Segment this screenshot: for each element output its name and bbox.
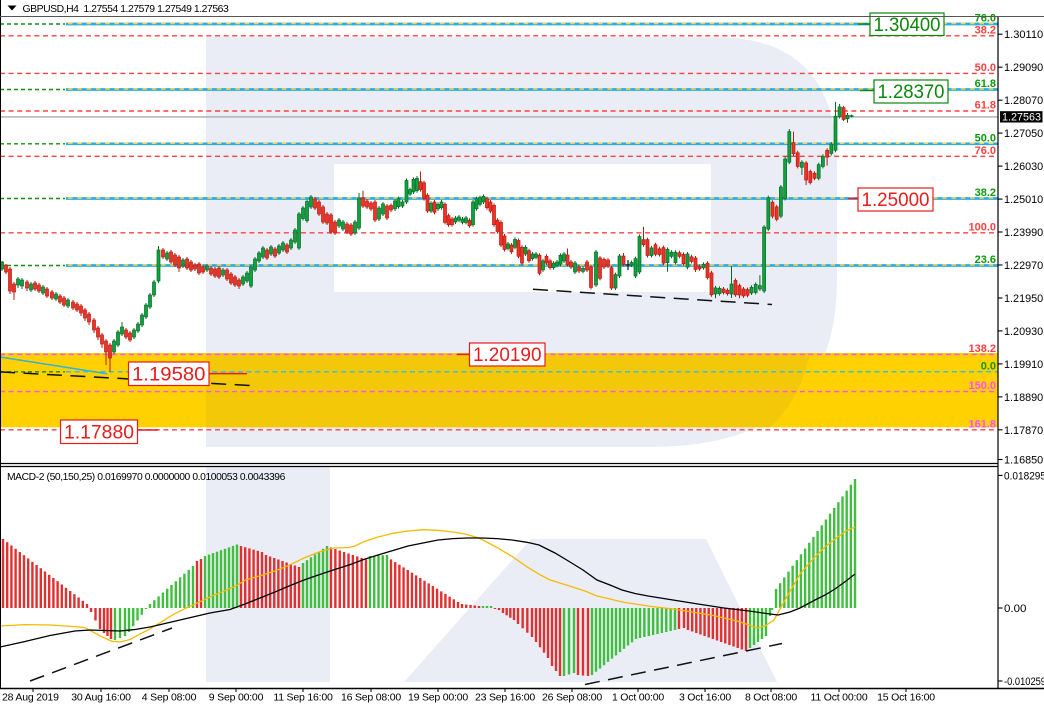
svg-text:50.0: 50.0 (975, 132, 996, 144)
svg-text:1.17880: 1.17880 (64, 421, 134, 443)
svg-text:1.20930: 1.20930 (1004, 326, 1043, 338)
svg-text:28 Aug 2019: 28 Aug 2019 (2, 692, 59, 704)
svg-text:61.8: 61.8 (975, 78, 996, 90)
svg-text:4 Sep 08:00: 4 Sep 08:00 (142, 692, 197, 704)
svg-text:23 Sep 16:00: 23 Sep 16:00 (475, 692, 535, 704)
svg-text:15 Oct 16:00: 15 Oct 16:00 (877, 692, 935, 704)
svg-text:1.30110: 1.30110 (1004, 29, 1043, 41)
svg-text:1.25010: 1.25010 (1004, 194, 1043, 206)
svg-text:1.17870: 1.17870 (1004, 425, 1043, 437)
svg-text:30 Aug 16:00: 30 Aug 16:00 (71, 692, 131, 704)
svg-text:1 Oct 00:00: 1 Oct 00:00 (612, 692, 664, 704)
svg-text:1.27563: 1.27563 (1002, 111, 1041, 123)
svg-text:9 Sep 00:00: 9 Sep 00:00 (209, 692, 264, 704)
svg-text:23.6: 23.6 (975, 254, 996, 266)
svg-text:1.29090: 1.29090 (1004, 62, 1043, 74)
svg-text:19 Sep 00:00: 19 Sep 00:00 (408, 692, 468, 704)
svg-text:1.16850: 1.16850 (1004, 455, 1043, 467)
svg-text:11 Oct 00:00: 11 Oct 00:00 (811, 692, 868, 704)
svg-text:138.2: 138.2 (968, 343, 996, 355)
svg-text:38.2: 38.2 (975, 25, 996, 37)
svg-text:1.19580: 1.19580 (132, 363, 206, 385)
svg-text:1.28370: 1.28370 (878, 81, 945, 103)
svg-text:38.2: 38.2 (975, 187, 996, 199)
svg-text:16 Sep 08:00: 16 Sep 08:00 (341, 692, 401, 704)
svg-text:61.8: 61.8 (975, 100, 996, 112)
svg-text:1.19910: 1.19910 (1004, 359, 1043, 371)
svg-text:0.018295: 0.018295 (1004, 470, 1044, 482)
svg-text:GBPUSD,H4 1.27554 1.27579 1.2: GBPUSD,H4 1.27554 1.27579 1.27549 1.2756… (23, 4, 229, 15)
svg-text:1.20190: 1.20190 (473, 344, 542, 366)
svg-text:26 Sep 08:00: 26 Sep 08:00 (542, 692, 602, 704)
svg-text:50.0: 50.0 (975, 62, 996, 74)
svg-text:0.0: 0.0 (981, 360, 996, 372)
svg-text:11 Sep 16:00: 11 Sep 16:00 (273, 692, 333, 704)
svg-text:1.22970: 1.22970 (1004, 260, 1043, 272)
svg-text:150.0: 150.0 (968, 380, 996, 392)
svg-text:1.30400: 1.30400 (874, 14, 941, 36)
svg-text:1.25000: 1.25000 (862, 189, 930, 211)
svg-text:1.21950: 1.21950 (1004, 293, 1043, 305)
svg-text:1.28070: 1.28070 (1004, 95, 1043, 107)
svg-text:-0.010259: -0.010259 (1004, 676, 1044, 688)
svg-text:0.00: 0.00 (1004, 603, 1026, 615)
svg-text:1.23990: 1.23990 (1004, 227, 1043, 239)
svg-text:161.8: 161.8 (968, 418, 996, 430)
svg-text:76.0: 76.0 (975, 145, 996, 157)
svg-text:76.0: 76.0 (975, 13, 996, 25)
svg-text:3 Oct 16:00: 3 Oct 16:00 (679, 692, 731, 704)
svg-text:MACD-2 (50,150,25) 0.0169970 0: MACD-2 (50,150,25) 0.0169970 0.0000000 0… (7, 472, 286, 483)
svg-text:1.27050: 1.27050 (1004, 128, 1043, 140)
svg-text:8 Oct 08:00: 8 Oct 08:00 (745, 692, 797, 704)
svg-text:100.0: 100.0 (968, 221, 996, 233)
svg-text:1.18890: 1.18890 (1004, 392, 1043, 404)
svg-text:1.26030: 1.26030 (1004, 161, 1043, 173)
